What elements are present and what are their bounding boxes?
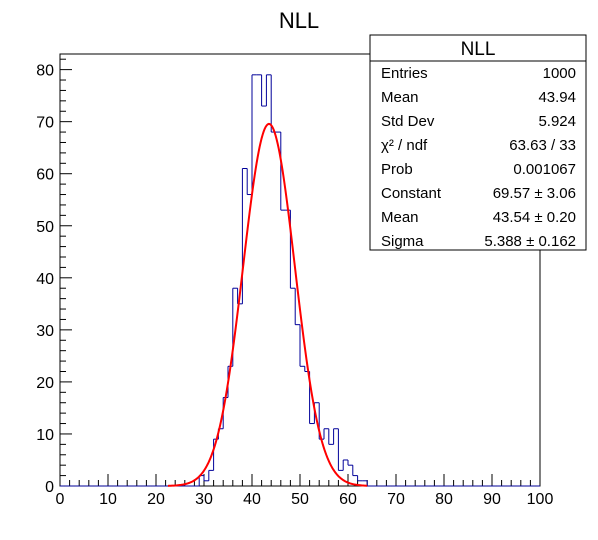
stats-row-value: 69.57 ± 3.06 xyxy=(493,185,576,202)
stats-row-value: 43.54 ± 0.20 xyxy=(493,209,576,226)
x-tick-label: 90 xyxy=(483,491,501,508)
x-axis: 0 10 20 30 40 50 60 70 80 90 100 xyxy=(56,474,554,508)
stats-box: NLL Entries 1000 Mean 43.94 Std Dev 5.924 χ² /… xyxy=(369,34,587,251)
y-tick-label: 10 xyxy=(36,427,54,444)
y-axis: 0 10 20 30 40 50 60 70 80 xyxy=(36,58,72,496)
stats-row-label: Prob xyxy=(381,161,413,178)
y-tick-label: 20 xyxy=(36,375,54,392)
stats-row-label: Std Dev xyxy=(381,113,435,130)
gaussian-fit-curve xyxy=(167,122,368,487)
stats-row-label: Mean xyxy=(381,89,419,106)
stats-box-title: NLL xyxy=(461,39,496,60)
stats-row-label: χ² / ndf xyxy=(381,137,428,154)
x-tick-label: 100 xyxy=(527,491,554,508)
stats-row-value: 5.924 xyxy=(538,113,576,130)
y-tick-label: 30 xyxy=(36,323,54,340)
stats-row-label: Constant xyxy=(381,185,442,202)
x-tick-label: 10 xyxy=(99,491,117,508)
stats-row-value: 0.001067 xyxy=(513,161,576,178)
stats-box-frame xyxy=(369,34,587,251)
fit-layer xyxy=(167,122,368,487)
x-tick-label: 40 xyxy=(243,491,261,508)
y-tick-label: 50 xyxy=(36,219,54,236)
stats-row-label: Mean xyxy=(381,209,419,226)
stats-row-label: Sigma xyxy=(381,233,424,250)
stats-row-label: Entries xyxy=(381,65,428,82)
stats-row-value: 5.388 ± 0.162 xyxy=(484,233,576,250)
x-tick-label: 30 xyxy=(195,491,213,508)
y-tick-label: 40 xyxy=(36,271,54,288)
y-tick-label: 80 xyxy=(36,63,54,80)
stats-row-value: 43.94 xyxy=(538,89,576,106)
stats-row-value: 63.63 / 33 xyxy=(509,137,576,154)
y-tick-label: 60 xyxy=(36,167,54,184)
chart-title: NLL xyxy=(279,8,319,33)
stats-rows: Entries 1000 Mean 43.94 Std Dev 5.924 χ² / ndf… xyxy=(381,65,576,250)
x-tick-label: 80 xyxy=(435,491,453,508)
x-tick-label: 70 xyxy=(387,491,405,508)
stats-row-value: 1000 xyxy=(543,65,576,82)
y-tick-label: 0 xyxy=(45,479,54,496)
x-tick-label: 50 xyxy=(291,491,309,508)
y-tick-label: 70 xyxy=(36,115,54,132)
x-tick-label: 20 xyxy=(147,491,165,508)
x-tick-label: 0 xyxy=(56,491,65,508)
x-tick-label: 60 xyxy=(339,491,357,508)
